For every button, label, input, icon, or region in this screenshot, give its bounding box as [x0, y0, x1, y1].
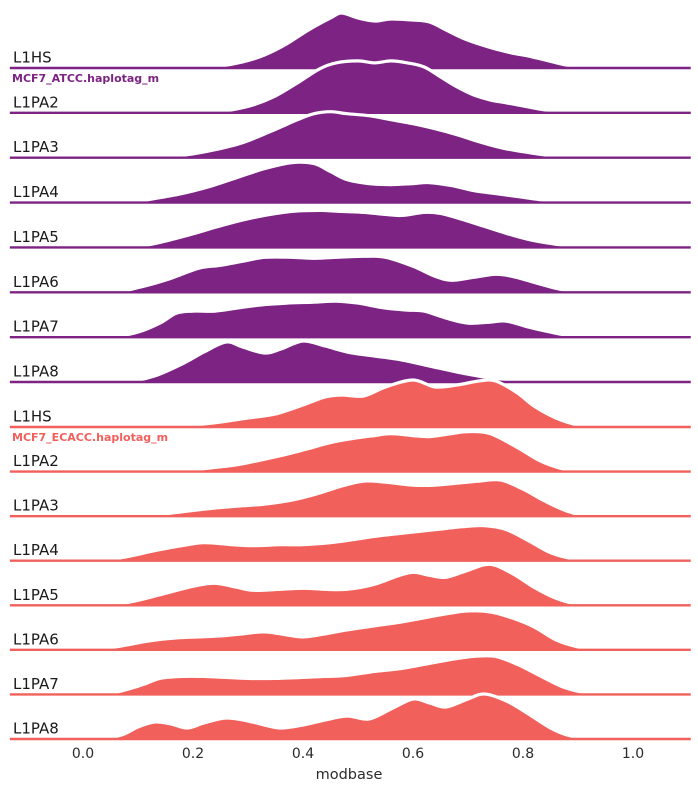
x-axis: 0.0 0.2 0.4 0.6 0.8 1.0 modbase: [72, 746, 644, 783]
row-label-l1pa7: L1PA7: [13, 318, 59, 336]
ridge-mcf7_ecacc.haplotag_m-l1pa4: [8, 523, 693, 563]
ridge-mcf7_ecacc.haplotag_m-l1pa5: [8, 562, 693, 608]
x-axis-title: modbase: [316, 767, 383, 783]
ridge-mcf7_ecacc.haplotag_m-l1pa7: [8, 654, 693, 697]
density-area: [9, 379, 691, 428]
row-label-l1pa2: L1PA2: [13, 93, 59, 111]
group-label-atcc: MCF7_ATCC.haplotag_m: [12, 72, 159, 85]
ridge-mcf7_ecacc.haplotag_m-l1pa3: [8, 478, 693, 519]
group-label-ecacc: MCF7_ECACC.haplotag_m: [12, 431, 168, 444]
density-area: [9, 525, 691, 562]
row-label-l1pa2: L1PA2: [13, 452, 59, 470]
row-label-l1pa6: L1PA6: [13, 273, 59, 291]
row-label-l1pa8: L1PA8: [13, 719, 59, 737]
density-outline: [8, 609, 693, 652]
density-area: [9, 60, 691, 114]
x-tick-0.0: 0.0: [72, 746, 94, 762]
row-label-l1pa3: L1PA3: [13, 497, 59, 515]
density-outline: [8, 299, 693, 340]
ridge-mcf7_ecacc.haplotag_m-l1pa2: [8, 429, 693, 474]
density-outline: [8, 654, 693, 697]
row-label-l1pa7: L1PA7: [13, 675, 59, 693]
density-area: [9, 162, 691, 203]
row-label-l1pa6: L1PA6: [13, 630, 59, 648]
density-outline: [8, 59, 693, 115]
density-outline: [8, 692, 693, 741]
density-area: [9, 111, 691, 158]
x-tick-0.2: 0.2: [182, 746, 204, 762]
ridge-mcf7_ecacc.haplotag_m-l1pa6: [8, 609, 693, 652]
x-tick-0.6: 0.6: [402, 746, 424, 762]
ridge-mcf7_atcc.haplotag_m-l1pa4: [8, 160, 693, 205]
ridge-mcf7_atcc.haplotag_m-l1pa6: [8, 254, 693, 295]
labels-layer: L1HS L1PA2 L1PA3 L1PA4 L1PA5 L1PA6 L1PA7 L1PA8 M…: [12, 49, 168, 738]
ridge-mcf7_atcc.haplotag_m-l1pa7: [8, 299, 693, 340]
density-outline: [8, 110, 693, 160]
ridge-mcf7_ecacc.haplotag_m-l1pa8: [8, 692, 693, 741]
x-tick-0.8: 0.8: [512, 746, 534, 762]
density-outline: [8, 378, 693, 429]
density-outline: [8, 562, 693, 608]
density-outline: [8, 160, 693, 205]
x-tick-0.4: 0.4: [292, 746, 314, 762]
row-label-l1pa4: L1PA4: [13, 183, 59, 201]
row-label-l1pa5: L1PA5: [13, 228, 59, 246]
density-area: [9, 210, 691, 248]
density-outline: [8, 208, 693, 250]
density-area: [9, 340, 691, 383]
density-area: [9, 13, 691, 69]
density-outline: [8, 478, 693, 519]
density-area: [9, 301, 691, 338]
ridge-mcf7_ecacc.haplotag_m-l1hs: [8, 378, 693, 429]
row-label-l1hs: L1HS: [13, 408, 52, 426]
density-outline: [8, 523, 693, 563]
x-tick-1.0: 1.0: [622, 746, 644, 762]
row-label-l1pa8: L1PA8: [13, 362, 59, 380]
density-outline: [8, 429, 693, 474]
density-outline: [8, 339, 693, 385]
density-outline: [8, 11, 693, 70]
row-label-l1pa3: L1PA3: [13, 138, 59, 156]
ridges-layer: [8, 11, 693, 741]
density-area: [9, 564, 691, 606]
ridge-mcf7_atcc.haplotag_m-l1pa5: [8, 208, 693, 250]
ridge-mcf7_atcc.haplotag_m-l1pa8: [8, 339, 693, 385]
row-label-l1pa4: L1PA4: [13, 541, 59, 559]
x-axis-ticks: 0.0 0.2 0.4 0.6 0.8 1.0: [72, 746, 644, 762]
density-area: [9, 256, 691, 293]
row-label-l1pa5: L1PA5: [13, 586, 59, 604]
density-outline: [8, 254, 693, 295]
density-area: [9, 431, 691, 472]
ridge-mcf7_atcc.haplotag_m-l1pa3: [8, 110, 693, 160]
row-label-l1hs: L1HS: [13, 49, 52, 67]
